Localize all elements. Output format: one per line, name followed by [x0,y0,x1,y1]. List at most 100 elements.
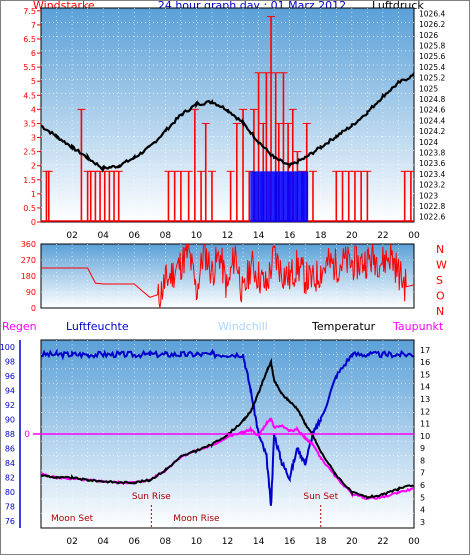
wind-tick-label: 6.5 [23,35,36,44]
wind-bar [167,171,170,222]
wind-bar [194,109,196,222]
wind-bar [94,171,97,222]
wind-bar [180,171,182,222]
wind-bar [347,171,350,222]
x-tick-label: 20 [346,231,358,241]
wind-tick-label: 5 [31,77,36,86]
x-tick-label: 10 [191,231,203,241]
wind-tick-label: 0 [31,218,36,227]
wind-bar [117,171,120,222]
pressure-tick-label: 1024.8 [419,95,445,104]
x-tick-label: 02 [66,537,77,547]
x-tick-label: 02 [66,231,77,241]
wind-tick-label: 1 [31,190,36,199]
wind-bar [403,171,406,222]
humidity-tick-label: 76 [5,517,15,526]
pressure-tick-label: 1023.2 [419,181,445,190]
wind-tick-label: 3.5 [23,119,36,128]
direction-tick-label: 90 [26,288,36,297]
x-tick-label: 18 [315,537,327,547]
temperature-tick-label: 15 [420,370,430,379]
temperature-tick-label: 4 [420,506,425,515]
pressure-tick-label: 1024 [419,138,438,147]
temperature-axis-ticks: 3 4 5 6 7 8 9 10 11 12 13 14 15 16 17 [420,346,430,527]
temperature-tick-label: 3 [420,518,425,527]
pressure-tick-label: 1022.8 [419,202,445,211]
wind-bar [99,171,101,222]
humidity-tick-label: 92 [5,401,15,410]
wind-bar [253,109,255,222]
wind-bar [410,171,412,222]
x-tick-label: 00 [408,537,420,547]
taupunkt-label: Taupunkt [392,320,444,333]
temperature-tick-label: 13 [420,395,430,404]
panel3-x-ticks: 02 04 06 08 10 12 14 16 18 20 22 00 [66,537,420,547]
wind-bar [187,171,190,222]
wind-tick-label: 2 [31,162,36,171]
pressure-tick-label: 1023.6 [419,159,445,168]
pressure-tick-label: 1023.8 [419,148,445,157]
pressure-tick-label: 1025.6 [419,52,445,61]
temperature-tick-label: 6 [420,481,425,490]
humidity-tick-label: 78 [5,502,15,511]
wind-bar [211,171,213,222]
temperature-tick-label: 9 [420,444,425,453]
temperature-tick-label: 16 [420,358,430,367]
temperature-tick-label: 10 [420,432,430,441]
regen-label: Regen [2,320,37,333]
wind-bar [86,171,89,222]
direction-letter: N [436,243,444,256]
x-tick-label: 22 [377,231,388,241]
pressure-line [41,71,414,174]
wind-tick-label: 7.5 [23,7,36,16]
pressure-tick-label: 1026 [419,31,438,40]
rain-tick-label: 0 [24,430,30,440]
wind-bar [354,171,356,222]
x-tick-label: 14 [253,231,265,241]
wind-bar [282,72,285,222]
wind-bar [103,171,106,222]
annotation-label: Sun Rise [132,492,171,502]
humidity-tick-label: 90 [5,416,15,425]
wind-bar [291,109,294,222]
x-tick-label: 00 [408,231,420,241]
wind-bar [341,171,344,222]
x-tick-label: 10 [191,537,203,547]
x-tick-label: 16 [284,537,296,547]
pressure-tick-label: 1026.4 [419,9,445,18]
direction-letter: N [436,305,444,318]
x-tick-label: 08 [160,231,172,241]
direction-letter: S [436,274,443,287]
x-tick-label: 22 [377,537,388,547]
wind-bar [236,123,238,222]
pressure-tick-label: 1026.2 [419,20,445,29]
temperature-tick-label: 11 [420,420,430,429]
x-tick-label: 18 [315,231,327,241]
luftfeuchte-label: Luftfeuchte [66,320,129,333]
annotation-label: Moon Set [51,514,94,524]
temperature-tick-label: 14 [420,383,430,392]
x-tick-label: 06 [129,231,141,241]
temperature-tick-label: 17 [420,346,430,355]
wind-bar [257,72,260,222]
direction-axis-ticks: 0 90 180 270 360 [21,240,36,313]
wind-bar [204,123,207,222]
wind-pressure-panel: 00.511.522.533.544.555.566.577.5 1022.61… [23,7,445,241]
wind-bar [312,171,314,222]
wind-tick-label: 2.5 [23,148,36,157]
direction-letter: O [436,290,445,303]
panel1-x-ticks: 02 04 06 08 10 12 14 16 18 20 22 00 [66,231,420,241]
temperatur-label: Temperatur [311,320,376,333]
wind-bar [47,171,50,222]
wind-tick-label: 3 [31,134,36,143]
pressure-tick-label: 1024.2 [419,127,445,136]
wind-tick-label: 4 [31,105,36,114]
wind-tick-label: 0.5 [23,204,36,213]
sun-moon-annotations: Moon Set Sun Rise Moon Rise Sun Set [51,492,339,528]
wind-bar [113,171,115,222]
temperature-tick-label: 12 [420,407,430,416]
wind-bar [366,171,369,222]
